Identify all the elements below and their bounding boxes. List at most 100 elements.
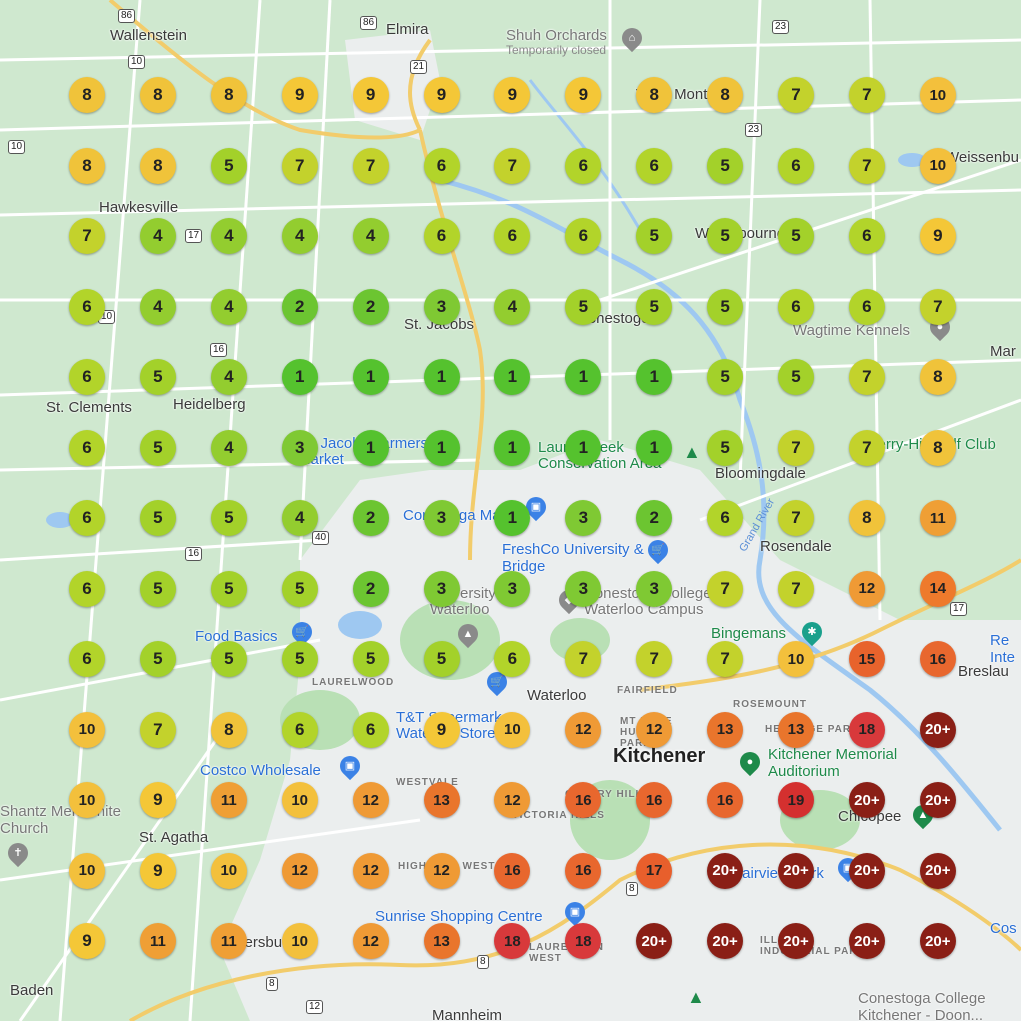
rank-pin[interactable]: 5 — [707, 288, 744, 325]
rank-pin[interactable]: 4 — [210, 429, 247, 466]
rank-pin[interactable]: 20+ — [919, 711, 956, 748]
rank-pin[interactable]: 7 — [139, 711, 176, 748]
rank-pin[interactable]: 5 — [352, 641, 389, 677]
rank-pin[interactable]: 5 — [210, 147, 247, 184]
rank-pin[interactable]: 5 — [707, 147, 744, 184]
rank-pin[interactable]: 1 — [352, 429, 389, 466]
rank-pin[interactable]: 5 — [707, 429, 744, 466]
rank-pin[interactable]: 10 — [281, 782, 318, 818]
rank-pin[interactable]: 16 — [919, 641, 956, 677]
rank-pin[interactable]: 12 — [494, 782, 531, 818]
rank-pin[interactable]: 10 — [69, 711, 105, 748]
rank-pin[interactable]: 16 — [636, 782, 673, 818]
rank-pin[interactable]: 12 — [423, 852, 460, 889]
rank-pin[interactable]: 5 — [139, 429, 176, 466]
rank-pin[interactable]: 8 — [69, 147, 105, 184]
rank-pin[interactable]: 7 — [494, 147, 531, 184]
rank-pin[interactable]: 10 — [919, 77, 956, 113]
rank-pin[interactable]: 6 — [848, 288, 885, 325]
rank-pin[interactable]: 20+ — [919, 782, 956, 818]
rank-pin[interactable]: 1 — [565, 429, 602, 466]
rank-pin[interactable]: 5 — [210, 500, 247, 536]
rank-pin[interactable]: 7 — [848, 77, 885, 113]
rank-pin[interactable]: 5 — [139, 500, 176, 536]
rank-pin[interactable]: 5 — [565, 288, 602, 325]
rank-pin[interactable]: 20+ — [636, 923, 673, 959]
rank-pin[interactable]: 11 — [919, 500, 956, 536]
rank-pin[interactable]: 20+ — [919, 923, 956, 959]
rank-pin[interactable]: 13 — [778, 711, 814, 748]
rank-pin[interactable]: 7 — [848, 147, 885, 184]
rank-pin[interactable]: 4 — [281, 218, 318, 254]
rank-pin[interactable]: 19 — [778, 782, 814, 818]
rank-pin[interactable]: 1 — [281, 359, 318, 395]
label-conestoga-doon[interactable]: Conestoga College Kitchener - Doon... — [858, 990, 986, 1021]
label-wagtime-kennels[interactable]: Wagtime Kennels — [793, 322, 910, 339]
rank-pin[interactable]: 7 — [778, 429, 814, 466]
rank-pin[interactable]: 10 — [281, 923, 318, 959]
rank-pin[interactable]: 6 — [69, 570, 105, 607]
rank-pin[interactable]: 10 — [778, 641, 814, 677]
rank-pin[interactable]: 7 — [848, 429, 885, 466]
label-shuh-orchards[interactable]: Shuh Orchards — [506, 27, 607, 44]
rank-pin[interactable]: 5 — [281, 570, 318, 607]
rank-pin[interactable]: 9 — [281, 77, 318, 113]
rank-pin[interactable]: 1 — [352, 359, 389, 395]
rank-pin[interactable]: 1 — [423, 359, 460, 395]
rank-pin[interactable]: 18 — [565, 923, 602, 959]
rank-pin[interactable]: 7 — [69, 218, 105, 254]
rank-pin[interactable]: 3 — [423, 500, 460, 536]
rank-pin[interactable]: 9 — [423, 711, 460, 748]
rank-pin[interactable]: 16 — [494, 852, 531, 889]
rank-pin[interactable]: 20+ — [848, 852, 885, 889]
rank-pin[interactable]: 5 — [778, 218, 814, 254]
rank-pin[interactable]: 12 — [565, 711, 602, 748]
rank-pin[interactable]: 8 — [919, 359, 956, 395]
rank-pin[interactable]: 9 — [352, 77, 389, 113]
rank-pin[interactable]: 5 — [281, 641, 318, 677]
rank-pin[interactable]: 6 — [423, 147, 460, 184]
rank-pin[interactable]: 6 — [69, 288, 105, 325]
cart-icon[interactable]: 🛒 — [643, 535, 673, 565]
rank-pin[interactable]: 6 — [636, 147, 673, 184]
rank-pin[interactable]: 12 — [848, 570, 885, 607]
rank-pin[interactable]: 6 — [423, 218, 460, 254]
rank-pin[interactable]: 6 — [69, 641, 105, 677]
rank-pin[interactable]: 1 — [636, 429, 673, 466]
rank-pin[interactable]: 2 — [281, 288, 318, 325]
rank-pin[interactable]: 12 — [352, 923, 389, 959]
rank-pin[interactable]: 20+ — [919, 852, 956, 889]
rank-pin[interactable]: 7 — [636, 641, 673, 677]
rank-pin[interactable]: 12 — [281, 852, 318, 889]
rank-pin[interactable]: 1 — [423, 429, 460, 466]
rank-pin[interactable]: 20+ — [848, 782, 885, 818]
rank-pin[interactable]: 8 — [139, 77, 176, 113]
rank-pin[interactable]: 18 — [848, 711, 885, 748]
rank-pin[interactable]: 4 — [210, 288, 247, 325]
rank-pin[interactable]: 6 — [494, 641, 531, 677]
rank-pin[interactable]: 7 — [352, 147, 389, 184]
rank-pin[interactable]: 3 — [281, 429, 318, 466]
rank-pin[interactable]: 1 — [494, 500, 531, 536]
label-freshco[interactable]: FreshCo University & Bridge — [502, 541, 644, 575]
rank-pin[interactable]: 17 — [636, 852, 673, 889]
rank-pin[interactable]: 20+ — [778, 923, 814, 959]
rank-pin[interactable]: 8 — [707, 77, 744, 113]
label-memorial-auditorium[interactable]: Kitchener Memorial Auditorium — [768, 746, 898, 780]
rank-pin[interactable]: 20+ — [778, 852, 814, 889]
rank-pin[interactable]: 3 — [423, 288, 460, 325]
rank-pin[interactable]: 6 — [707, 500, 744, 536]
rank-pin[interactable]: 8 — [636, 77, 673, 113]
rank-pin[interactable]: 13 — [707, 711, 744, 748]
rank-pin[interactable]: 7 — [778, 500, 814, 536]
label-re-inte[interactable]: Re Inte — [990, 632, 1016, 666]
rank-pin[interactable]: 5 — [210, 641, 247, 677]
rank-pin[interactable]: 6 — [565, 218, 602, 254]
rank-pin[interactable]: 10 — [69, 782, 105, 818]
rank-pin[interactable]: 16 — [565, 782, 602, 818]
rank-pin[interactable]: 1 — [494, 429, 531, 466]
rank-pin[interactable]: 3 — [423, 570, 460, 607]
rank-pin[interactable]: 7 — [565, 641, 602, 677]
rank-pin[interactable]: 6 — [69, 429, 105, 466]
